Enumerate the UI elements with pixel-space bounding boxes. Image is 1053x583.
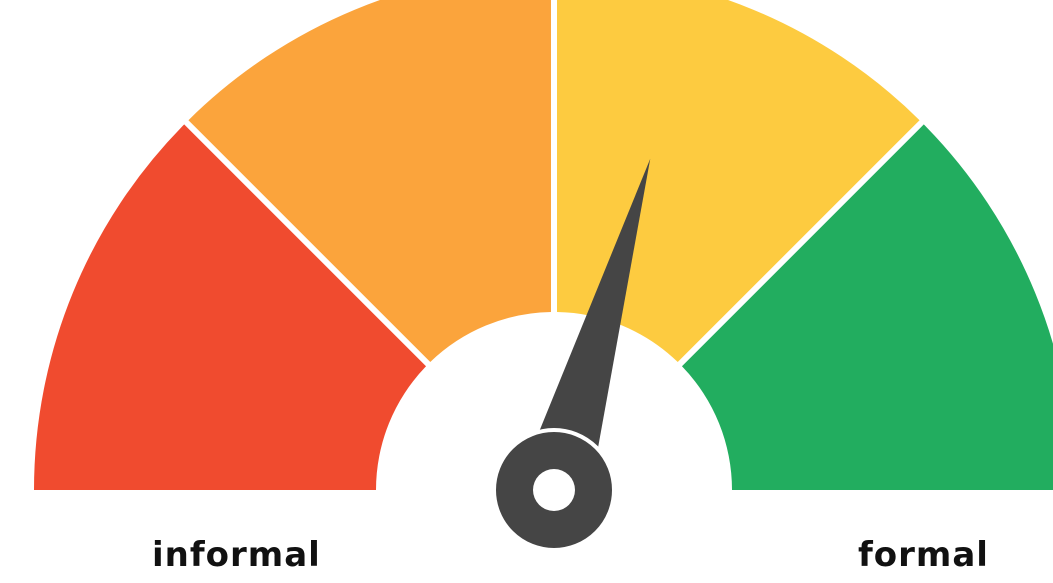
needle [492, 158, 651, 552]
formal-label: formal [858, 535, 989, 575]
gauge-segments [34, 0, 1053, 491]
needle-hub-hole [533, 469, 575, 511]
informal-label: informal [152, 535, 321, 575]
green-segment [681, 124, 1053, 490]
needle-pointer [519, 158, 651, 501]
red-segment [34, 124, 427, 491]
orange-segment [188, 0, 551, 363]
yellow-segment [557, 0, 920, 363]
